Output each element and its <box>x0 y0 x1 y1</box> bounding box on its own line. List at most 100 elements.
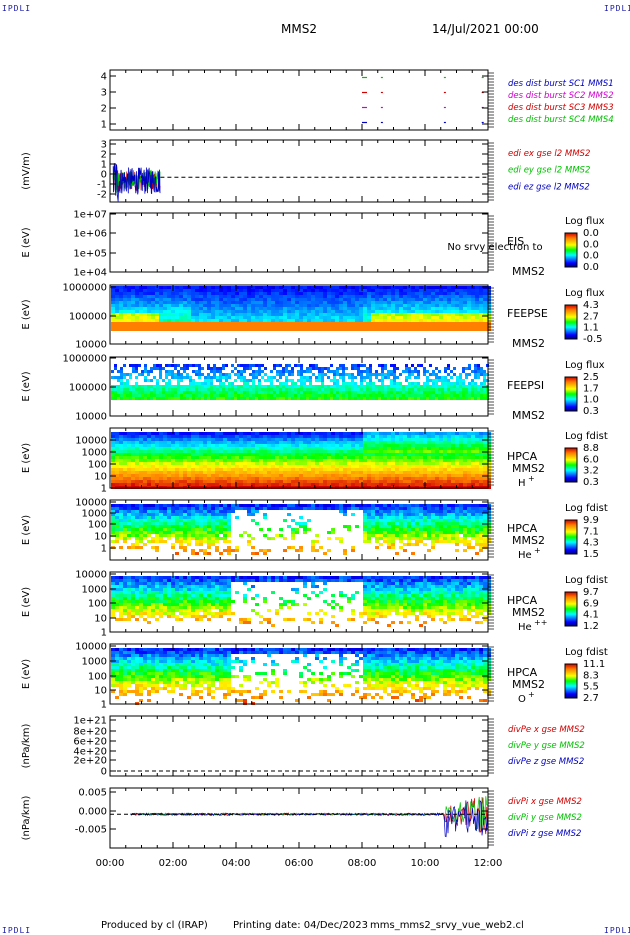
legend-0-0: des dist burst SC1 MMS1 <box>508 79 614 89</box>
y-tick-label-8-2: 100 <box>88 672 107 683</box>
y-tick-label-10-1: 0.000 <box>78 807 107 818</box>
y-tick-label-1-5: -2 <box>97 190 107 201</box>
colorbar-tick-7-1: 6.9 <box>583 598 599 609</box>
colorbar-tick-4-3: 0.3 <box>583 406 599 417</box>
panel-frame-10 <box>110 788 488 848</box>
colorbar-tick-7-3: 1.2 <box>583 621 599 632</box>
colorbar-tick-6-3: 1.5 <box>583 549 599 560</box>
y-tick-label-7-4: 1 <box>101 628 107 639</box>
species-label-8: O <box>518 694 526 705</box>
y-tick-label-7-1: 1000 <box>82 585 107 596</box>
charge-label-5: + <box>528 474 535 483</box>
colorbar-tick-5-2: 3.2 <box>583 466 599 477</box>
colorbar-8 <box>565 664 577 698</box>
footer-producer: Produced by cl (IRAP) <box>101 920 208 931</box>
charge-label-6: + <box>534 546 541 555</box>
sc-label-3: MMS2 <box>512 337 545 350</box>
colorbar-tick-3-1: 2.7 <box>583 311 599 322</box>
colorbar-tick-3-2: 1.1 <box>583 323 599 334</box>
legend-9-2: divPe z gse MMS2 <box>508 757 584 767</box>
x-tick-label-6: 12:00 <box>474 858 503 869</box>
x-tick-label-2: 04:00 <box>222 858 251 869</box>
colorbar-title-5: Log fdist <box>565 431 608 442</box>
y-axis-label-4: E (eV) <box>21 371 32 401</box>
colorbar-tick-2-0: 0.0 <box>583 228 599 239</box>
y-tick-label-2-2: 1e+05 <box>73 249 107 260</box>
colorbar-tick-7-0: 9.7 <box>583 587 599 598</box>
y-tick-label-8-1: 1000 <box>82 657 107 668</box>
x-tick-label-5: 10:00 <box>411 858 440 869</box>
footer-script: mms_mms2_srvy_vue_web2.cl <box>370 920 524 931</box>
legend-10-1: divPi y gse MMS2 <box>508 813 582 823</box>
colorbar-tick-4-2: 1.0 <box>583 395 599 406</box>
panel-frame-9 <box>110 716 488 776</box>
eis-overlay-text: No srvy electron to <box>447 242 542 253</box>
y-tick-label-9-0: 1e+21 <box>73 716 107 727</box>
y-tick-label-5-2: 100 <box>88 460 107 471</box>
legend-10-0: divPi x gse MMS2 <box>508 797 582 807</box>
y-tick-label-10-0: 0.005 <box>78 788 107 799</box>
colorbar-tick-3-3: -0.5 <box>583 334 603 345</box>
y-tick-label-8-3: 10 <box>94 686 107 697</box>
footer-printing-date: Printing date: 04/Dec/2023 <box>233 920 368 931</box>
y-tick-label-0-2: 2 <box>101 104 107 115</box>
x-tick-label-0: 00:00 <box>96 858 125 869</box>
y-tick-label-6-1: 1000 <box>82 509 107 520</box>
legend-1-1: edi ey gse l2 MMS2 <box>508 166 590 176</box>
y-tick-label-7-0: 10000 <box>75 570 107 581</box>
colorbar-6 <box>565 520 577 554</box>
y-tick-label-5-0: 10000 <box>75 436 107 447</box>
y-tick-label-5-1: 1000 <box>82 448 107 459</box>
x-tick-label-4: 08:00 <box>348 858 377 869</box>
y-axis-label-2: E (eV) <box>21 227 32 257</box>
y-tick-label-0-1: 3 <box>101 88 107 99</box>
colorbar-title-3: Log flux <box>565 288 605 299</box>
y-axis-label-8: E (eV) <box>21 659 32 689</box>
colorbar-tick-4-1: 1.7 <box>583 383 599 394</box>
y-tick-label-6-4: 1 <box>101 544 107 555</box>
y-tick-label-0-0: 4 <box>101 72 107 83</box>
y-tick-label-3-0: 1000000 <box>62 283 107 294</box>
y-tick-label-2-1: 1e+06 <box>73 229 107 240</box>
colorbar-title-6: Log fdist <box>565 503 608 514</box>
colorbar-title-2: Log flux <box>565 216 605 227</box>
charge-label-8: + <box>528 690 535 699</box>
species-label-7: He <box>518 622 532 633</box>
legend-0-1: des dist burst SC2 MMS2 <box>508 91 614 101</box>
divpi-line-0 <box>131 798 488 835</box>
instrument-label-2: EIS <box>507 235 524 248</box>
y-tick-label-4-1: 100000 <box>69 383 107 394</box>
colorbar-tick-5-1: 6.0 <box>583 454 599 465</box>
y-axis-label-10: (nPa/km) <box>21 796 32 841</box>
colorbar-tick-7-2: 4.1 <box>583 610 599 621</box>
legend-10-2: divPi z gse MMS2 <box>508 829 581 839</box>
y-axis-label-6: E (eV) <box>21 515 32 545</box>
species-label-5: H <box>518 478 526 489</box>
y-tick-label-9-4: 2e+20 <box>73 756 107 767</box>
y-tick-label-5-3: 10 <box>94 472 107 483</box>
y-tick-label-2-3: 1e+04 <box>73 268 107 279</box>
species-label-6: He <box>518 550 532 561</box>
charge-label-7: ++ <box>534 618 547 627</box>
colorbar-3 <box>565 305 577 339</box>
colorbar-tick-2-1: 0.0 <box>583 239 599 250</box>
colorbar-tick-4-0: 2.5 <box>583 372 599 383</box>
legend-9-1: divPe y gse MMS2 <box>508 741 585 751</box>
colorbar-tick-6-0: 9.9 <box>583 515 599 526</box>
y-tick-label-4-0: 1000000 <box>62 354 107 365</box>
panel-frame-2 <box>110 213 488 272</box>
y-tick-label-7-2: 100 <box>88 599 107 610</box>
colorbar-4 <box>565 377 577 411</box>
colorbar-title-4: Log flux <box>565 360 605 371</box>
colorbar-5 <box>565 448 577 482</box>
sc-label-4: MMS2 <box>512 409 545 422</box>
y-axis-label-3: E (eV) <box>21 299 32 329</box>
instrument-label-3: FEEPSE <box>507 307 548 320</box>
panel-frame-1 <box>110 140 488 202</box>
y-tick-label-8-4: 1 <box>101 700 107 711</box>
colorbar-tick-6-2: 4.3 <box>583 538 599 549</box>
y-tick-label-10-2: -0.005 <box>75 825 107 836</box>
panel-frame-0 <box>110 70 488 130</box>
y-axis-label-5: E (eV) <box>21 443 32 473</box>
